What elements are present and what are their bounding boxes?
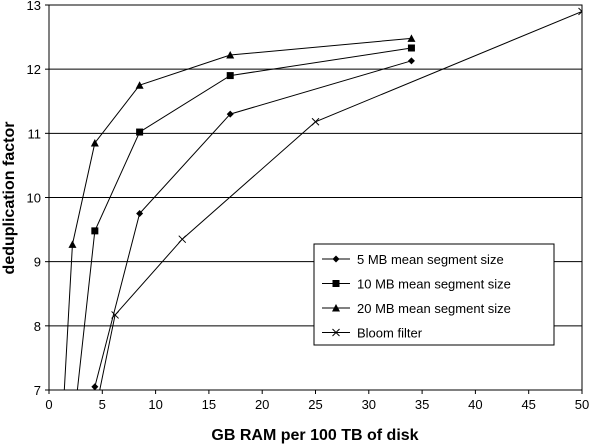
y-tick-labels: 7 8 9 10 11 12 13 <box>27 0 49 398</box>
x-tick-labels: 0 5 10 15 20 25 30 35 40 45 50 <box>45 390 589 412</box>
series-2-point <box>226 72 234 80</box>
series-1-point <box>91 383 99 390</box>
x-axis-title: GB RAM per 100 TB of disk <box>211 427 418 444</box>
x-tick-label: 15 <box>202 397 216 412</box>
series-3-point <box>407 34 416 42</box>
series-1-point <box>226 110 234 118</box>
legend-marker <box>332 255 340 263</box>
series-2-point <box>91 227 99 235</box>
series-2-point <box>407 44 415 52</box>
legend-marker <box>332 328 340 337</box>
y-tick-label: 9 <box>34 255 41 270</box>
x-tick-label: 5 <box>99 397 106 412</box>
series-layer <box>63 7 582 390</box>
x-tick-label: 30 <box>362 397 376 412</box>
series-4-point <box>311 117 320 126</box>
x-tick-label: 25 <box>308 397 322 412</box>
y-tick-label: 12 <box>27 62 41 77</box>
series-4-point <box>178 235 187 244</box>
series-3-point <box>135 81 144 89</box>
series-3-point <box>226 51 235 59</box>
series-1-point <box>136 210 144 218</box>
y-tick-label: 10 <box>27 191 41 206</box>
x-tick-label: 10 <box>148 397 162 412</box>
legend-box <box>313 243 555 346</box>
x-tick-label: 50 <box>575 397 589 412</box>
legend-label: 10 MB mean segment size <box>357 277 511 292</box>
y-tick-label: 11 <box>28 126 42 141</box>
legend-marker <box>332 304 340 312</box>
legend: 5 MB mean segment size 10 MB mean segment… <box>313 243 555 346</box>
y-axis-title: deduplication factor <box>1 122 18 275</box>
x-tick-label: 0 <box>45 397 52 412</box>
legend-label: 5 MB mean segment size <box>357 252 504 267</box>
legend-marker <box>332 280 340 287</box>
series-2-point <box>136 128 144 136</box>
x-tick-label: 45 <box>521 397 535 412</box>
y-tick-label: 13 <box>27 0 41 13</box>
y-tick-label: 7 <box>34 383 41 398</box>
series-1-point <box>407 57 415 65</box>
legend-label: 20 MB mean segment size <box>357 301 511 316</box>
series-line-3 <box>63 37 412 390</box>
series-4-point <box>578 7 582 16</box>
x-tick-label: 35 <box>415 397 429 412</box>
x-tick-label: 20 <box>255 397 269 412</box>
legend-label: Bloom filter <box>357 326 423 341</box>
series-3-point <box>68 240 77 248</box>
series-3-point <box>90 138 99 147</box>
x-tick-label: 40 <box>468 397 482 412</box>
y-tick-label: 8 <box>34 319 41 334</box>
series-4-point <box>111 311 119 319</box>
